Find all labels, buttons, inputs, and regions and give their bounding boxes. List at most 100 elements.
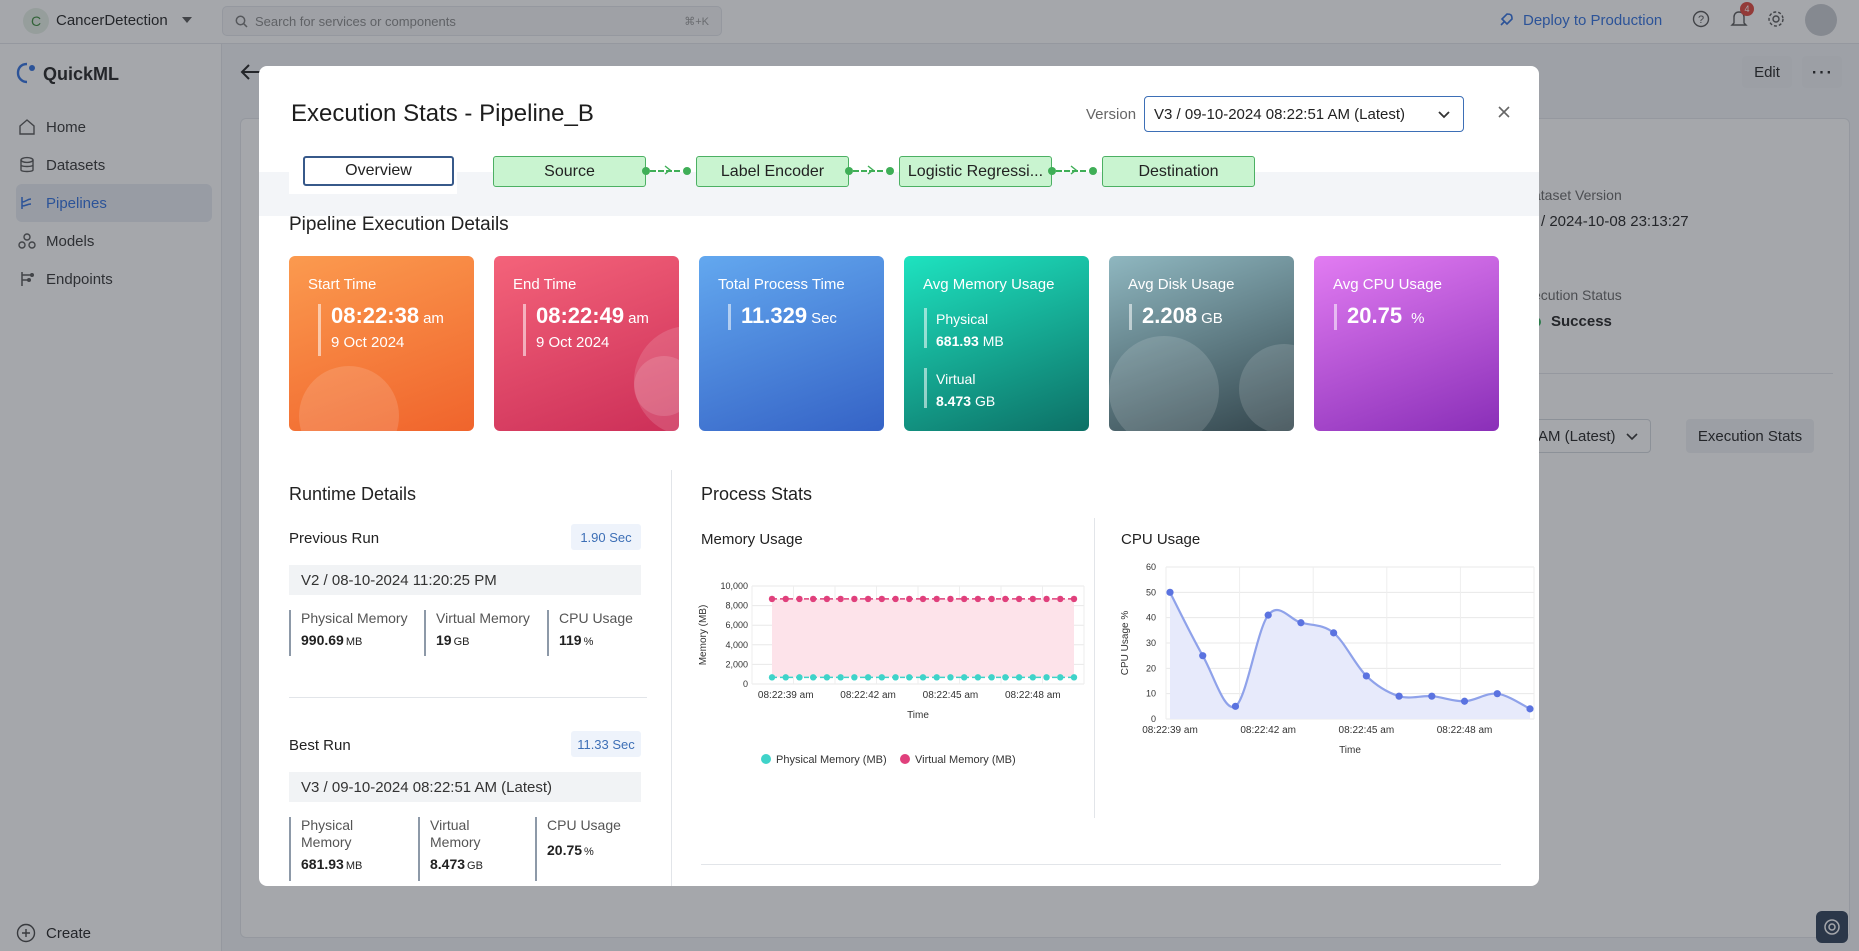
models-icon: [18, 233, 36, 249]
connector-line: [1056, 170, 1086, 172]
data-point: [1057, 674, 1064, 681]
data-point: [851, 595, 858, 603]
divider: [701, 864, 1501, 865]
total-process-time-card: Total Process Time 11.329 Sec: [699, 256, 884, 431]
x-tick-label: 08:22:42 am: [1240, 725, 1296, 736]
physical-value: 681.93: [936, 333, 979, 349]
data-point: [906, 595, 913, 603]
data-point: [1428, 692, 1436, 700]
back-arrow-icon[interactable]: [240, 62, 262, 82]
y-tick-label: 50: [1146, 587, 1156, 597]
data-point: [851, 674, 858, 681]
execution-status-label: ecution Status: [1533, 287, 1622, 303]
card-divider: [728, 304, 731, 330]
data-point: [1460, 697, 1469, 705]
tab-overview[interactable]: Overview: [303, 156, 454, 186]
start-time-value: 08:22:38: [331, 303, 420, 328]
card-title: Avg Disk Usage: [1128, 276, 1235, 293]
metric-label: Physical: [301, 817, 354, 833]
version-label: Version: [1086, 106, 1137, 123]
end-time-card: End Time 08:22:49 am 9 Oct 2024: [494, 256, 679, 431]
data-point: [1166, 588, 1174, 596]
metric-label: Physical Memory: [301, 610, 408, 626]
data-point: [1070, 595, 1078, 603]
create-button[interactable]: Create: [46, 925, 92, 942]
data-point: [1231, 702, 1240, 710]
bell-icon[interactable]: [1730, 9, 1748, 29]
sidebar-item-home[interactable]: Home: [16, 108, 212, 146]
x-tick-label: 08:22:45 am: [923, 690, 979, 701]
card-divider: [924, 308, 927, 348]
metric-value: 8.473 GB: [430, 856, 483, 872]
search-input[interactable]: Search for services or components ⌘+K: [222, 6, 722, 36]
data-point: [892, 595, 899, 603]
y-tick-label: 4,000: [725, 640, 748, 650]
arrow-right-icon: [1070, 165, 1078, 175]
version-select[interactable]: V3 / 09-10-2024 08:22:51 AM (Latest): [1144, 96, 1464, 132]
data-point: [974, 595, 982, 603]
help-icon[interactable]: ?: [1692, 10, 1710, 28]
svg-text:?: ?: [1698, 14, 1704, 26]
sidebar-item-models[interactable]: Models: [16, 222, 212, 260]
chat-help-button[interactable]: [1816, 911, 1848, 943]
connector-dot: [1048, 167, 1056, 175]
deploy-to-production-button[interactable]: Deploy to Production: [1523, 12, 1663, 29]
decorative-circle: [1109, 336, 1219, 431]
section-title: Pipeline Execution Details: [289, 214, 509, 235]
data-point: [837, 674, 844, 681]
y-axis-label: Memory (MB): [698, 605, 709, 666]
card-title: Avg Memory Usage: [923, 276, 1055, 293]
y-tick-label: 20: [1146, 663, 1156, 673]
project-name[interactable]: CancerDetection: [56, 12, 168, 29]
chevron-down-icon: [1626, 433, 1638, 441]
card-divider: [318, 304, 321, 356]
memory-physical-value: 681.93 MB: [936, 333, 1004, 349]
dataset-version-label: ataset Version: [1533, 187, 1622, 203]
chevron-down-icon[interactable]: [182, 16, 192, 24]
connector-dot: [683, 167, 691, 175]
plus-circle-icon[interactable]: [16, 923, 36, 943]
data-point: [1029, 595, 1037, 603]
sidebar-item-endpoints[interactable]: Endpoints: [16, 260, 212, 298]
execution-stats-button[interactable]: Execution Stats: [1686, 419, 1814, 453]
y-tick-label: 6,000: [725, 620, 748, 630]
best-virtual-memory: Virtual Memory 8.473 GB: [418, 817, 483, 881]
close-icon[interactable]: [1493, 101, 1515, 123]
sidebar-item-pipelines[interactable]: Pipelines: [16, 184, 212, 222]
data-point: [919, 674, 927, 681]
avg-disk-usage-card: Avg Disk Usage 2.208 GB: [1109, 256, 1294, 431]
data-point: [1362, 672, 1370, 680]
more-options-button[interactable]: ⋯: [1802, 56, 1842, 88]
y-tick-label: 8,000: [725, 601, 748, 611]
tab-stage-destination[interactable]: Destination: [1102, 156, 1255, 187]
data-point: [837, 595, 844, 603]
tab-stage-logistic-regression[interactable]: Logistic Regressi...: [899, 156, 1052, 187]
data-point: [864, 595, 872, 603]
search-icon: [235, 15, 248, 28]
quickml-logo-icon: [16, 62, 35, 84]
data-point: [1526, 705, 1534, 713]
avg-cpu-usage-card: Avg CPU Usage 20.75%: [1314, 256, 1499, 431]
sidebar-item-datasets[interactable]: Datasets: [16, 146, 212, 184]
version-select-value: AM (Latest): [1538, 428, 1616, 445]
data-point: [960, 595, 968, 603]
card-divider: [523, 304, 526, 356]
card-value: 08:22:38 am: [331, 303, 444, 329]
tab-stage-label-encoder[interactable]: Label Encoder: [696, 156, 849, 187]
best-run-version: V3 / 09-10-2024 08:22:51 AM (Latest): [289, 772, 641, 802]
data-point: [988, 595, 995, 603]
avatar[interactable]: [1805, 4, 1837, 36]
data-point: [782, 674, 789, 681]
data-point: [1057, 595, 1064, 603]
edit-button[interactable]: Edit: [1742, 56, 1792, 88]
y-tick-label: 2,000: [725, 659, 748, 669]
metric-value: 19 GB: [436, 632, 530, 648]
modal-title: Execution Stats - Pipeline_B: [291, 100, 594, 127]
project-avatar[interactable]: C: [23, 8, 49, 34]
data-point: [782, 595, 789, 603]
gear-icon[interactable]: [1767, 10, 1785, 28]
data-point: [823, 595, 831, 603]
tab-stage-source[interactable]: Source: [493, 156, 646, 187]
metric-value: 119%: [559, 632, 633, 648]
data-point: [906, 674, 913, 681]
